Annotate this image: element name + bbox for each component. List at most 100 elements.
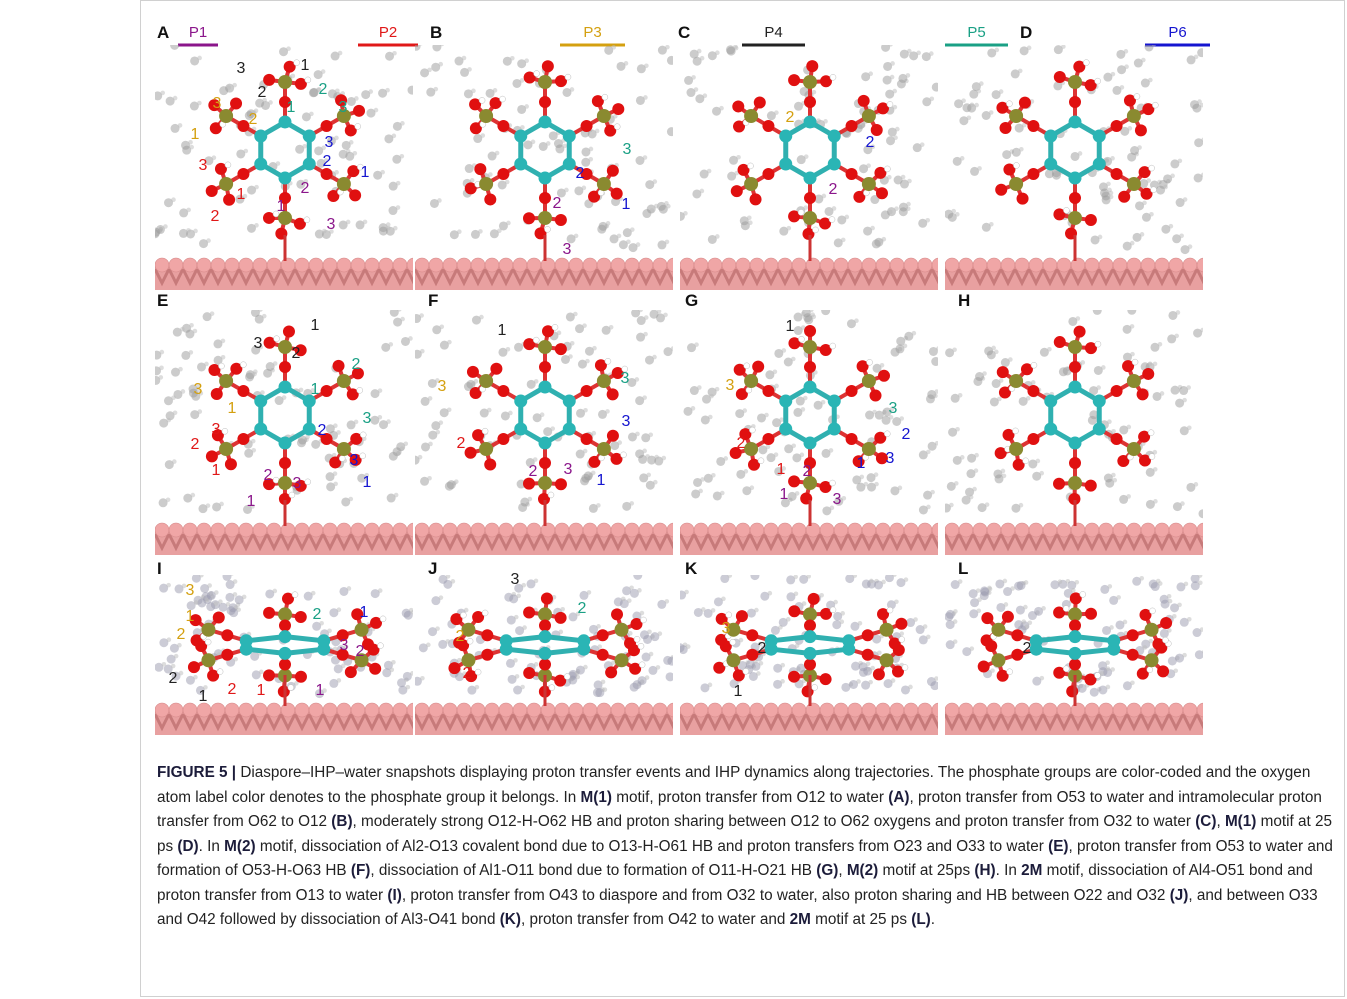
- surface-atom: [597, 523, 611, 537]
- ester-oxygen: [539, 96, 551, 108]
- surface-atom: [820, 703, 834, 717]
- water-oxygen: [1093, 306, 1102, 315]
- hydrogen: [1148, 430, 1154, 436]
- surface-atom: [597, 258, 611, 272]
- hydrogen: [534, 71, 540, 77]
- hydrogen: [830, 607, 836, 613]
- water-hydrogen: [487, 408, 492, 413]
- hydrogen: [1151, 187, 1157, 193]
- surface-atom: [197, 703, 211, 717]
- oxygen: [1135, 124, 1147, 136]
- surface-atom: [1085, 258, 1099, 272]
- water-hydrogen: [1008, 357, 1013, 362]
- water-hydrogen: [186, 228, 191, 233]
- carbon: [500, 634, 513, 647]
- surface-atom: [253, 523, 267, 537]
- surface-atom: [169, 703, 183, 717]
- water-hydrogen: [742, 408, 747, 413]
- caption-segment: (C): [1195, 813, 1216, 830]
- carbon: [563, 158, 576, 171]
- surface-atom: [499, 703, 513, 717]
- snapshot: 13323212113: [680, 305, 946, 560]
- surface-atom: [820, 523, 834, 537]
- water-hydrogen: [193, 329, 198, 334]
- hydrogen: [640, 617, 646, 623]
- snapshot-content: [942, 305, 1211, 560]
- carbon: [254, 423, 267, 436]
- carbon: [240, 634, 253, 647]
- hydrogen: [240, 362, 246, 368]
- water-hydrogen: [406, 685, 411, 690]
- carbon: [804, 116, 817, 129]
- water-hydrogen: [774, 110, 779, 115]
- water-hydrogen: [674, 55, 679, 60]
- water-hydrogen: [1061, 44, 1066, 49]
- caption-segment: 2M: [790, 911, 811, 928]
- water-hydrogen: [1200, 627, 1205, 632]
- water-hydrogen: [194, 600, 199, 605]
- water-hydrogen: [262, 314, 267, 319]
- water-hydrogen: [782, 348, 787, 353]
- oxygen: [750, 193, 762, 205]
- surface-atom: [611, 703, 625, 717]
- surface-atom: [351, 258, 365, 272]
- oxygen-label: 1: [287, 99, 296, 116]
- water-hydrogen: [197, 56, 202, 61]
- carbon: [1069, 630, 1082, 643]
- carbon: [303, 423, 316, 436]
- surface-atom: [183, 523, 197, 537]
- oxygen: [1118, 191, 1130, 203]
- water-hydrogen: [191, 493, 196, 498]
- water-hydrogen: [173, 410, 178, 415]
- water-hydrogen: [230, 571, 235, 576]
- water-hydrogen: [898, 486, 903, 491]
- water-hydrogen: [1182, 398, 1187, 403]
- water-hydrogen: [589, 147, 594, 152]
- oxygen: [788, 475, 800, 487]
- surface-atom: [597, 703, 611, 717]
- water-hydrogen: [336, 430, 341, 435]
- water-hydrogen: [393, 226, 398, 231]
- water-hydrogen: [1179, 233, 1184, 238]
- water-hydrogen: [583, 665, 588, 670]
- phosphorus: [597, 374, 611, 388]
- oxygen-label: 1: [199, 688, 208, 705]
- water-hydrogen: [204, 362, 209, 367]
- surface-atom: [155, 523, 169, 537]
- water-hydrogen: [642, 449, 647, 454]
- water-hydrogen: [899, 631, 904, 636]
- water-hydrogen: [210, 311, 215, 316]
- oxygen-label: 2: [264, 467, 273, 484]
- oxygen: [484, 458, 496, 470]
- water-hydrogen: [648, 432, 653, 437]
- oxygen-label: 2: [902, 426, 911, 443]
- water-hydrogen: [197, 409, 202, 414]
- ester-oxygen: [846, 385, 858, 397]
- caption-segment: (I): [387, 887, 401, 904]
- oxygen: [333, 360, 345, 372]
- water-hydrogen: [378, 388, 383, 393]
- caption-segment: motif at 25ps: [878, 862, 974, 879]
- water-hydrogen: [419, 313, 424, 318]
- water-hydrogen: [829, 448, 834, 453]
- water-hydrogen: [403, 441, 408, 446]
- surface-atom: [708, 258, 722, 272]
- phosphorus: [479, 374, 493, 388]
- oxygen-label: 1: [191, 126, 200, 143]
- oxygen: [736, 610, 748, 622]
- oxygen-label: 3: [194, 381, 203, 398]
- water-hydrogen: [635, 432, 640, 437]
- surface-atom: [415, 258, 429, 272]
- water-hydrogen: [800, 453, 805, 458]
- water-hydrogen: [691, 75, 696, 80]
- carbon: [779, 130, 792, 143]
- snapshot: 3222: [413, 570, 681, 740]
- hydrogen: [1063, 666, 1069, 672]
- water-hydrogen: [214, 590, 219, 595]
- carbon: [804, 630, 817, 643]
- oxygen-label: 1: [247, 493, 256, 510]
- water-hydrogen: [400, 121, 405, 126]
- surface-atom: [239, 523, 253, 537]
- oxygen: [263, 607, 275, 619]
- surface-atom: [555, 523, 569, 537]
